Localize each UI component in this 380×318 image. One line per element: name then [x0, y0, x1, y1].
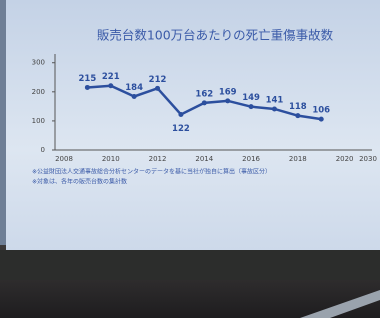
point: [295, 113, 300, 118]
data-label: 162: [195, 89, 213, 99]
x-tick-label: 2012: [149, 155, 167, 163]
data-label: 106: [312, 106, 330, 116]
fence: [0, 250, 380, 280]
point: [225, 98, 230, 103]
point: [319, 117, 324, 122]
y-tick-label: 300: [32, 59, 45, 67]
data-label: 221: [102, 72, 120, 82]
y-tick-label: 100: [32, 117, 45, 125]
data-label: 212: [149, 75, 167, 85]
point: [108, 83, 113, 88]
point: [249, 104, 254, 109]
x-tick-label: 2018: [289, 155, 307, 163]
data-label: 122: [172, 124, 190, 134]
x-tick-label: 2010: [102, 155, 120, 163]
x-tick-label: 2008: [55, 155, 73, 163]
y-tick-label: 0: [41, 146, 45, 154]
photo: 販売台数100万台あたりの死亡重傷事故数 ※公益財団法人交通事故総合分析センター…: [0, 0, 380, 318]
x-tick-label: 2016: [242, 155, 260, 163]
point: [85, 85, 90, 90]
note: ※対象は、各年の販売台数の集計数: [32, 178, 127, 186]
point: [132, 94, 137, 99]
y-tick-label: 200: [32, 88, 45, 96]
x-tick-label: 2014: [195, 155, 213, 163]
data-label: 215: [79, 74, 97, 84]
data-label: 149: [242, 93, 260, 103]
point: [155, 86, 160, 91]
data-label: 169: [219, 87, 237, 97]
chart-title: 販売台数100万台あたりの死亡重傷事故数: [97, 28, 334, 43]
data-label: 141: [266, 95, 284, 105]
data-label: 184: [125, 83, 143, 93]
x-tick-label: 2020: [336, 155, 354, 163]
note: ※公益財団法人交通事故総合分析センターのデータを基に当社が独自に算出（事故区分）: [32, 168, 271, 176]
point: [202, 100, 207, 105]
point: [272, 106, 277, 111]
x-tick-label: 2030: [359, 155, 377, 163]
data-label: 118: [289, 102, 307, 112]
point: [178, 112, 183, 117]
